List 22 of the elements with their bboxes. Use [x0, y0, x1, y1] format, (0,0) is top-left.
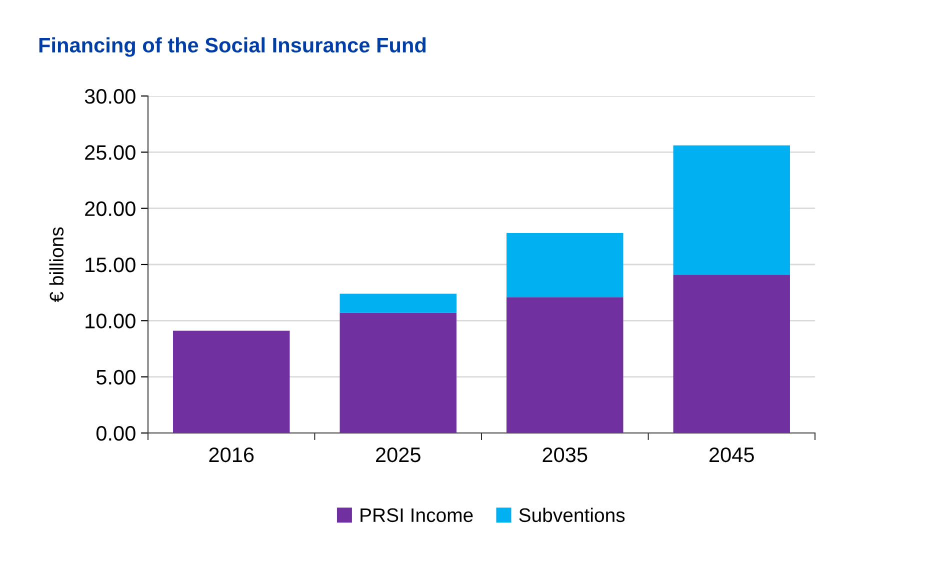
chart-title: Financing of the Social Insurance Fund [39, 37, 426, 57]
legend-label: PRSI Income [360, 508, 473, 522]
bar [673, 274, 790, 433]
y-tick-label: 0.00 [96, 426, 136, 441]
bar [340, 312, 456, 433]
y-tick-label: 5.00 [96, 370, 136, 385]
y-axis-title: € billions [49, 227, 64, 302]
bar [340, 294, 456, 313]
x-tick-label: 2035 [542, 447, 588, 462]
x-tick-label: 2045 [710, 447, 754, 462]
y-tick-label: 20.00 [85, 201, 136, 216]
bar [506, 297, 624, 433]
bar [506, 233, 624, 298]
y-tick-label: 10.00 [86, 314, 136, 328]
bar [673, 145, 790, 275]
y-tick-label: 25.00 [85, 145, 136, 160]
x-tick-label: 2025 [376, 447, 420, 462]
x-tick-label: 2016 [209, 447, 254, 462]
y-tick-label: 15.00 [86, 258, 136, 272]
y-tick-label: 30.00 [84, 89, 136, 104]
legend-label: Subventions [519, 508, 625, 522]
bar [173, 330, 290, 433]
